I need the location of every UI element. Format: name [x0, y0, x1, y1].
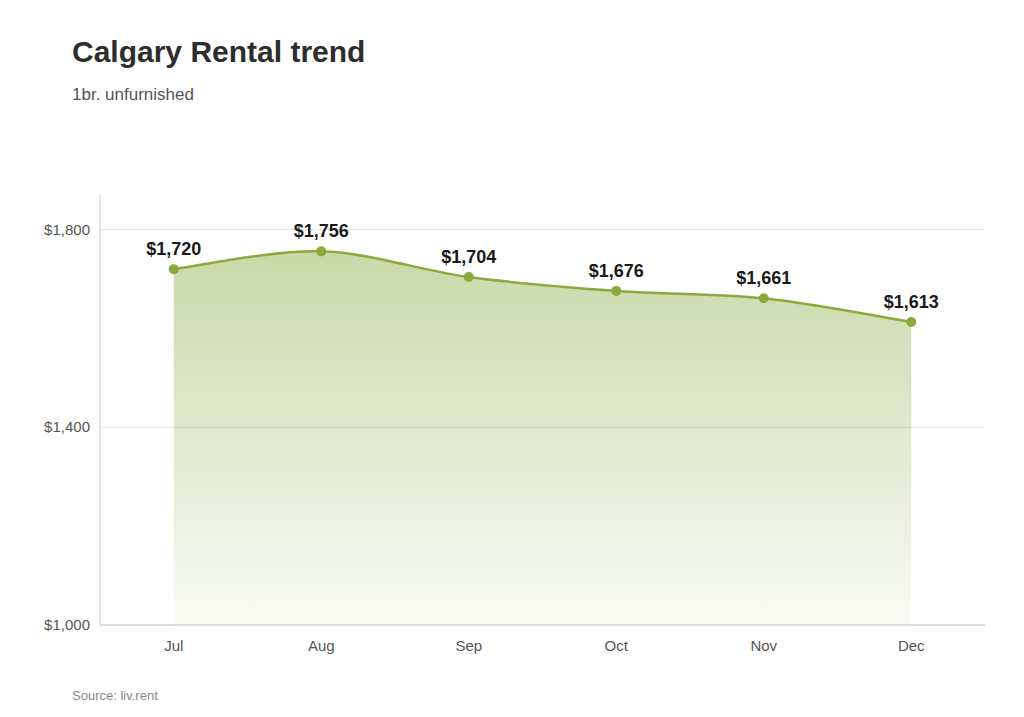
- x-tick-label: Aug: [308, 637, 335, 654]
- line: [174, 251, 912, 322]
- y-axis-line: [100, 195, 101, 625]
- plot-area: [169, 246, 917, 625]
- chart-container: Calgary Rental trend 1br. unfurnished Sour…: [0, 0, 1024, 717]
- marker: [759, 293, 769, 303]
- x-tick-label: Oct: [605, 637, 629, 654]
- data-label: $1,661: [736, 268, 791, 288]
- data-label: $1,704: [441, 247, 496, 267]
- grid-line: [100, 229, 985, 230]
- data-label: $1,720: [146, 239, 201, 259]
- x-tick-label: Jul: [164, 637, 183, 654]
- marker: [316, 246, 326, 256]
- x-tick-label: Sep: [455, 637, 482, 654]
- marker: [611, 286, 621, 296]
- title: Calgary Rental trend: [72, 35, 365, 68]
- y-axis: $1,000 $1,400 $1,800: [44, 195, 985, 633]
- marker: [464, 272, 474, 282]
- y-tick-label: $1,000: [44, 616, 90, 633]
- y-tick-label: $1,800: [44, 221, 90, 238]
- data-label: $1,613: [884, 292, 939, 312]
- background: [0, 0, 1024, 717]
- x-tick-label: Nov: [750, 637, 777, 654]
- source: Source: liv.rent: [72, 688, 158, 703]
- x-axis: Jul Aug Sep Oct Nov Dec: [164, 637, 925, 654]
- y-tick-label: $1,400: [44, 418, 90, 435]
- data-labels: $1,720 $1,756 $1,704 $1,676 $1,661 $1,613: [146, 221, 939, 312]
- marker: [169, 264, 179, 274]
- data-label: $1,756: [294, 221, 349, 241]
- x-tick-label: Dec: [898, 637, 925, 654]
- area: [174, 251, 912, 625]
- data-label: $1,676: [589, 261, 644, 281]
- marker: [906, 317, 916, 327]
- chart: Calgary Rental trend 1br. unfurnished Sour…: [0, 0, 1024, 717]
- subtitle: 1br. unfurnished: [72, 85, 194, 104]
